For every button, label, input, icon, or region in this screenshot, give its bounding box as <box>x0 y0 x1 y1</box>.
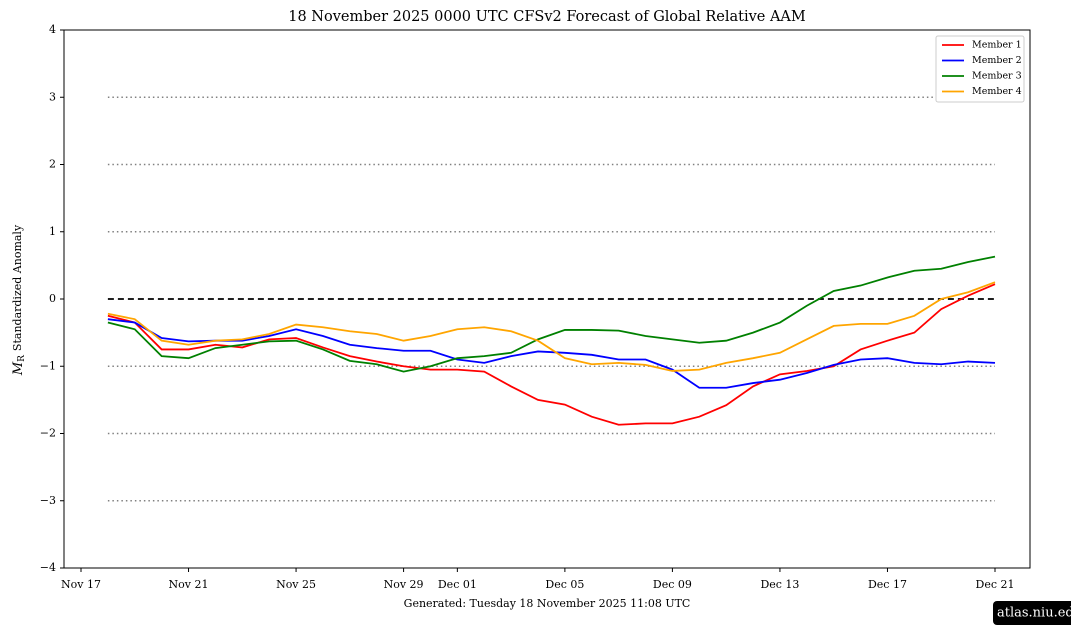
x-tick-label: Nov 25 <box>276 578 316 591</box>
x-tick-label: Dec 13 <box>760 578 799 591</box>
x-tick-label: Dec 21 <box>976 578 1015 591</box>
x-tick-label: Dec 01 <box>438 578 477 591</box>
y-tick-label: −2 <box>40 427 56 440</box>
x-tick-label: Dec 05 <box>545 578 584 591</box>
y-tick-label: 1 <box>49 225 56 238</box>
badge: atlas.niu.edu <box>997 606 1071 621</box>
legend-label: Member 4 <box>972 86 1022 97</box>
chart-title: 18 November 2025 0000 UTC CFSv2 Forecast… <box>288 9 806 25</box>
badge-bg <box>993 601 1071 625</box>
y-tick-label: −4 <box>40 561 56 574</box>
y-tick-label: 2 <box>49 158 56 171</box>
y-tick-label: 3 <box>49 90 56 103</box>
x-tick-label: Dec 17 <box>868 578 907 591</box>
series-line <box>107 281 996 372</box>
y-subscript: R <box>17 355 27 362</box>
footer: Generated: Tuesday 18 November 2025 11:0… <box>404 597 691 610</box>
y-tick-label: −3 <box>40 494 56 507</box>
y-tick-label: 0 <box>49 292 56 305</box>
y-label-text: Standardized Anomaly <box>11 224 24 351</box>
legend-label: Member 1 <box>972 40 1022 51</box>
x-tick-label: Dec 09 <box>653 578 692 591</box>
series-line <box>107 255 996 373</box>
legend-label: Member 3 <box>972 71 1022 82</box>
x-tick-label: Nov 17 <box>61 578 101 591</box>
legend-label: Member 2 <box>972 55 1022 66</box>
y-axis-label: MR Standardized Anomaly <box>11 224 27 376</box>
y-tick-label: −1 <box>40 359 56 372</box>
y-tick-label: 4 <box>49 23 56 36</box>
series-line <box>107 283 996 426</box>
legend-box <box>935 35 1025 103</box>
x-tick-label: Nov 29 <box>384 578 424 591</box>
x-tick-label: Nov 21 <box>169 578 209 591</box>
y-symbol: M <box>11 361 26 376</box>
series-line <box>107 318 996 389</box>
